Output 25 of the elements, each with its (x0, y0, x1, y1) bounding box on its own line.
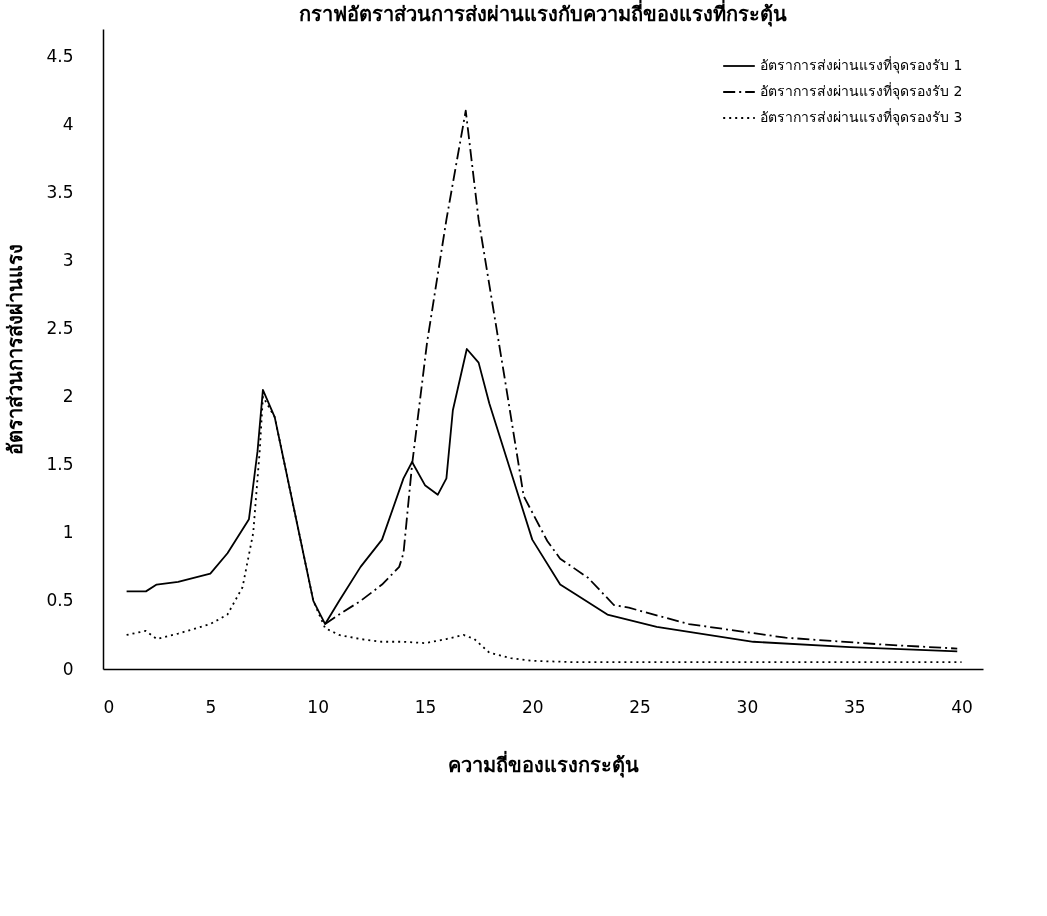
y-tick-label: 1.5 (46, 454, 74, 475)
legend-label: อัตราการส่งผ่านแรงที่จุดรองรับ 2 (760, 82, 963, 100)
x-tick-label: 35 (843, 696, 866, 717)
legend-label: อัตราการส่งผ่านแรงที่จุดรองรับ 1 (760, 56, 963, 74)
y-tick-label: 3 (62, 249, 74, 270)
y-tick-label: 0.5 (46, 590, 74, 611)
x-tick-label: 0 (103, 696, 115, 717)
x-axis-title: ความถี่ของแรงกระตุ้น (448, 749, 639, 778)
x-tick-label: 10 (307, 696, 329, 717)
y-tick-label: 1 (62, 522, 74, 543)
x-tick-label: 40 (951, 696, 973, 717)
x-tick-label: 15 (414, 696, 437, 717)
x-tick-label: 20 (521, 696, 544, 717)
y-tick-label: 4.5 (46, 45, 74, 66)
y-tick-label: 2 (62, 386, 74, 407)
x-tick-label: 5 (205, 696, 217, 717)
y-tick-label: 0 (62, 658, 74, 679)
legend-label: อัตราการส่งผ่านแรงที่จุดรองรับ 3 (760, 108, 963, 126)
y-tick-label: 3.5 (46, 181, 74, 202)
x-tick-label: 30 (736, 696, 759, 717)
y-tick-label: 2.5 (46, 318, 74, 339)
y-tick-label: 4 (62, 113, 74, 134)
chart-title: กราฟอัตราส่วนการส่งผ่านแรงกับความถี่ของแรงที่กระตุ้น (299, 0, 787, 27)
y-axis-title: อัตราส่วนการส่งผ่านแรง (3, 244, 28, 455)
x-tick-label: 25 (629, 696, 651, 717)
